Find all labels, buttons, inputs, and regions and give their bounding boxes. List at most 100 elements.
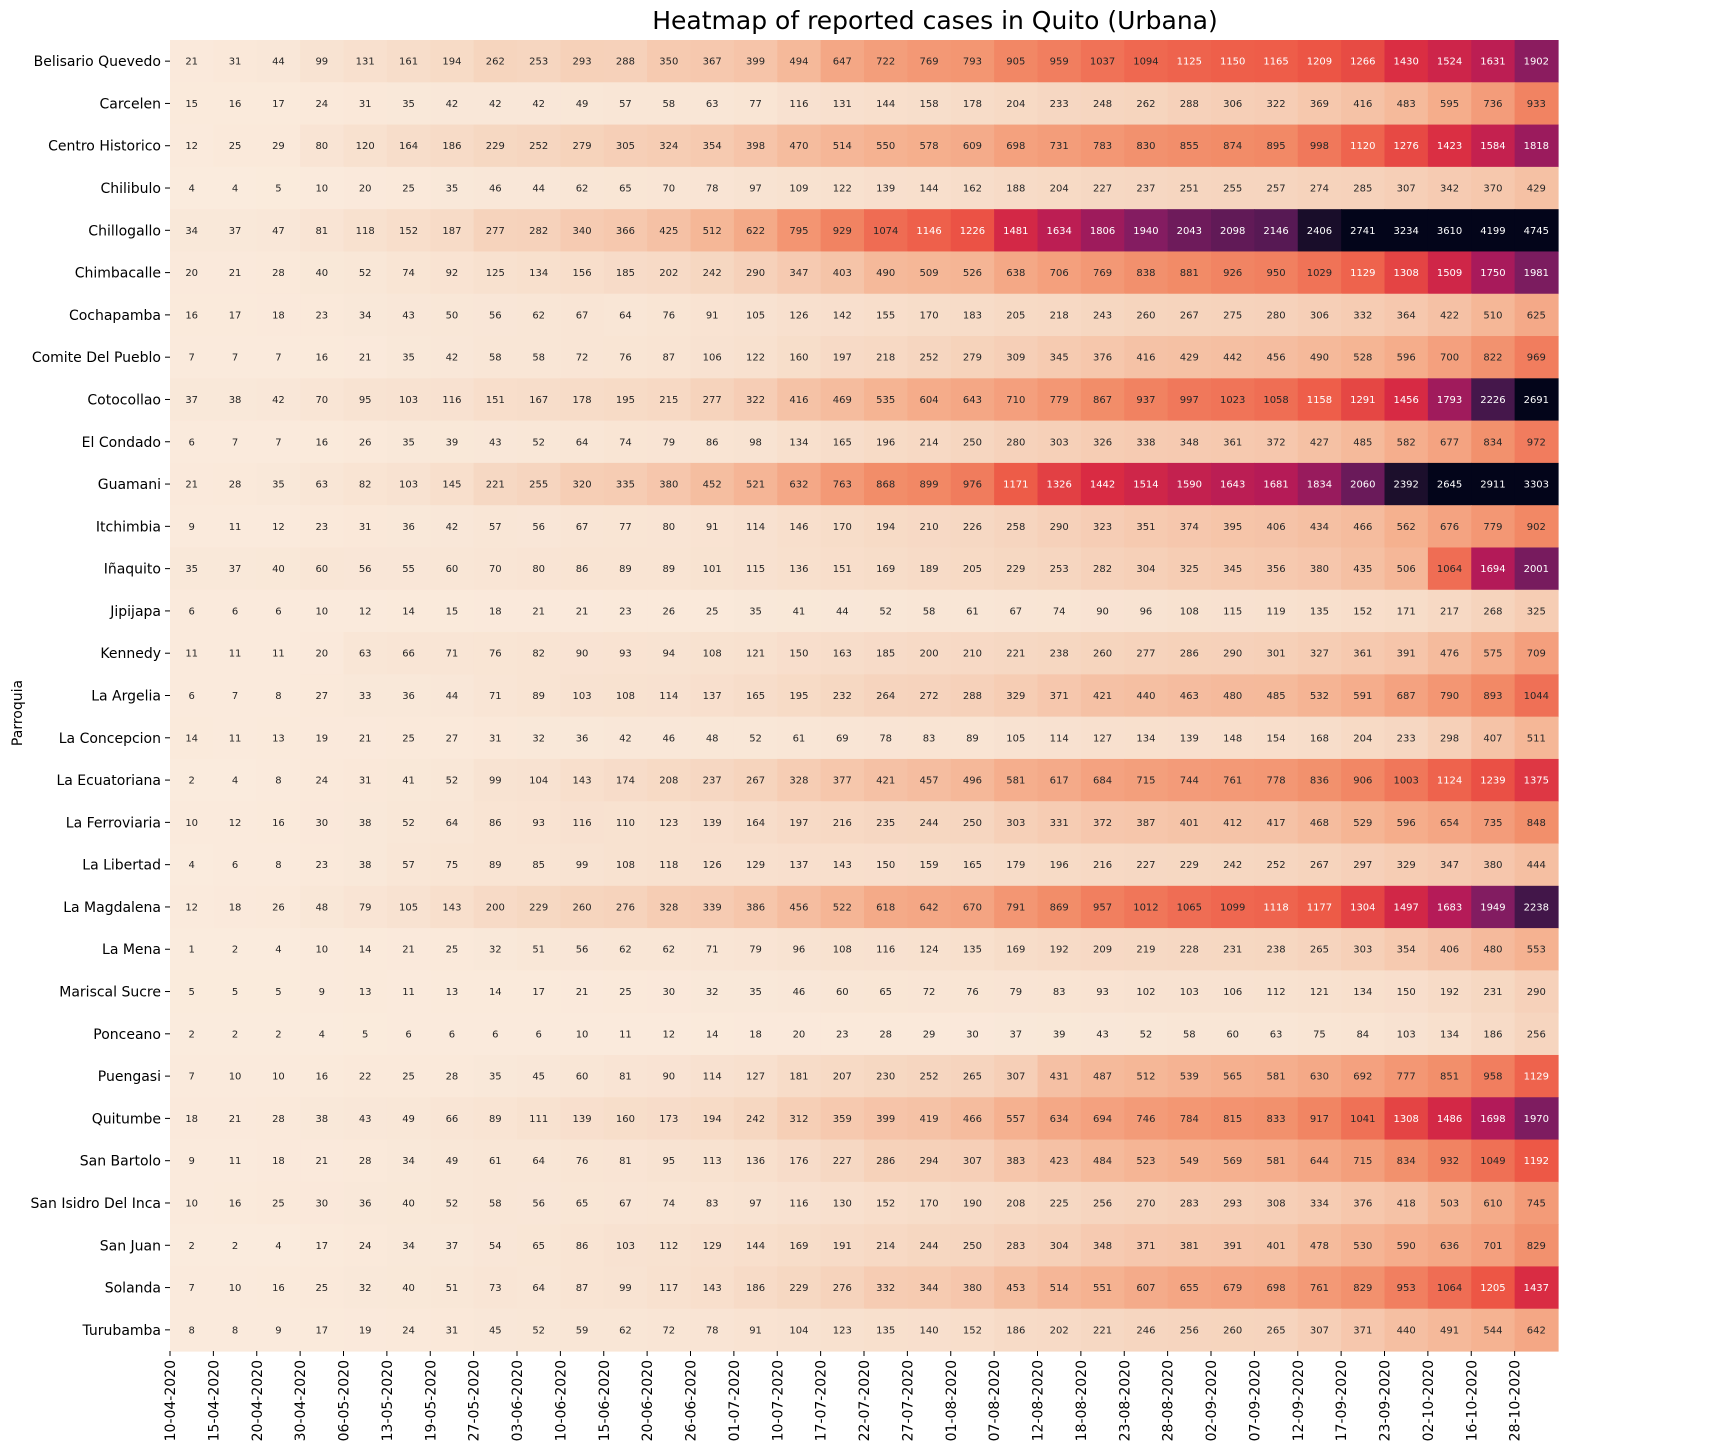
cell-value-label: 950 xyxy=(1267,268,1286,279)
cell-value-label: 290 xyxy=(1527,987,1546,998)
cell-value-label: 301 xyxy=(1267,649,1286,660)
cell-value-label: 694 xyxy=(1093,1114,1112,1125)
cell-value-label: 7 xyxy=(189,353,195,364)
cell-value-label: 2645 xyxy=(1437,480,1462,491)
cell-value-label: 196 xyxy=(876,437,895,448)
cell-value-label: 1041 xyxy=(1350,1114,1375,1125)
cell-value-label: 108 xyxy=(703,649,722,660)
cell-value-label: 143 xyxy=(573,776,592,787)
heatmap-cell xyxy=(343,505,388,549)
heatmap-cell xyxy=(1384,1181,1429,1225)
cell-value-label: 116 xyxy=(442,395,461,406)
heatmap-cell xyxy=(950,40,995,83)
y-tick-label: Chillogallo xyxy=(88,223,161,239)
heatmap-cell xyxy=(994,209,1039,253)
cell-value-label: 622 xyxy=(746,226,765,237)
cell-value-label: 52 xyxy=(879,606,892,617)
cell-value-label: 218 xyxy=(1050,310,1069,321)
cell-value-label: 496 xyxy=(963,776,982,787)
cell-value-label: 143 xyxy=(442,902,461,913)
heatmap-cell xyxy=(430,336,475,379)
heatmap-cell xyxy=(343,209,388,253)
heatmap-cell xyxy=(1167,462,1212,506)
cell-value-label: 791 xyxy=(1006,902,1025,913)
heatmap-cell xyxy=(1167,251,1212,295)
cell-value-label: 64 xyxy=(446,818,459,829)
heatmap-cell xyxy=(1297,970,1342,1014)
cell-value-label: 66 xyxy=(402,649,415,660)
heatmap-cell xyxy=(603,1308,648,1352)
heatmap-cell xyxy=(170,462,214,506)
heatmap-cell xyxy=(1471,547,1516,591)
cell-value-label: 17 xyxy=(272,99,285,110)
cell-value-label: 31 xyxy=(359,99,372,110)
cell-value-label: 30 xyxy=(662,987,675,998)
cell-value-label: 2 xyxy=(232,1029,238,1040)
heatmap-cell xyxy=(1514,336,1559,379)
cell-value-label: 647 xyxy=(833,57,852,68)
heatmap-cell xyxy=(560,124,605,168)
heatmap-cell xyxy=(430,1266,475,1310)
cell-value-label: 60 xyxy=(576,1072,589,1083)
heatmap-cell xyxy=(430,632,475,675)
cell-value-label: 279 xyxy=(963,353,982,364)
heatmap-cell xyxy=(1341,1308,1386,1352)
heatmap-cell xyxy=(256,885,301,929)
cell-value-label: 20 xyxy=(185,268,198,279)
heatmap-cell xyxy=(256,1097,301,1141)
cell-value-label: 74 xyxy=(402,268,415,279)
cell-value-label: 779 xyxy=(1050,395,1069,406)
heatmap-cell xyxy=(170,293,214,337)
heatmap-cell xyxy=(733,1181,778,1225)
cell-value-label: 6 xyxy=(536,1029,542,1040)
cell-value-label: 34 xyxy=(402,1156,415,1167)
heatmap-cell xyxy=(1124,589,1169,633)
cell-value-label: 21 xyxy=(315,1156,328,1167)
heatmap-cell xyxy=(1384,674,1429,718)
heatmap-cell xyxy=(1211,1097,1255,1141)
cell-value-label: 113 xyxy=(703,1156,722,1167)
x-tick-label: 20-06-2020 xyxy=(640,1360,656,1441)
cell-value-label: 204 xyxy=(1006,99,1025,110)
heatmap-cell xyxy=(820,758,865,802)
heatmap-cell xyxy=(473,1139,518,1183)
heatmap-cell xyxy=(1211,505,1255,549)
heatmap-cell xyxy=(1514,970,1559,1014)
cell-value-label: 91 xyxy=(749,1325,762,1336)
cell-value-label: 372 xyxy=(1267,437,1286,448)
cell-value-label: 109 xyxy=(789,184,808,195)
cell-value-label: 181 xyxy=(789,1072,808,1083)
heatmap-cell xyxy=(1384,1308,1429,1352)
heatmap-cell xyxy=(473,589,518,633)
heatmap-cell xyxy=(690,1181,735,1225)
heatmap-cell xyxy=(170,1266,214,1310)
heatmap-cell xyxy=(1427,970,1472,1014)
heatmap-cell xyxy=(170,378,214,422)
heatmap-cell xyxy=(430,1224,475,1268)
heatmap-cell xyxy=(1124,632,1169,675)
heatmap-cell xyxy=(170,1139,214,1183)
cell-value-label: 55 xyxy=(402,564,415,575)
heatmap-cell xyxy=(647,40,692,83)
cell-value-label: 867 xyxy=(1093,395,1112,406)
heatmap-cell xyxy=(560,166,605,210)
cell-value-label: 116 xyxy=(789,1198,808,1209)
cell-value-label: 81 xyxy=(619,1156,632,1167)
heatmap-cell xyxy=(300,293,345,337)
heatmap-cell xyxy=(1297,82,1342,126)
cell-value-label: 698 xyxy=(1006,141,1025,152)
cell-value-label: 286 xyxy=(876,1156,895,1167)
cell-value-label: 74 xyxy=(662,1198,675,1209)
cell-value-label: 485 xyxy=(1353,437,1372,448)
cell-value-label: 535 xyxy=(876,395,895,406)
cell-value-label: 834 xyxy=(1397,1156,1416,1167)
heatmap-cell xyxy=(256,505,301,549)
cell-value-label: 391 xyxy=(1397,649,1416,660)
cell-value-label: 354 xyxy=(703,141,722,152)
cell-value-label: 227 xyxy=(1136,860,1155,871)
cell-value-label: 87 xyxy=(576,1283,589,1294)
cell-value-label: 304 xyxy=(1136,564,1155,575)
heatmap-cell xyxy=(517,124,561,168)
heatmap-cell xyxy=(517,1308,561,1352)
cell-value-label: 80 xyxy=(662,522,675,533)
